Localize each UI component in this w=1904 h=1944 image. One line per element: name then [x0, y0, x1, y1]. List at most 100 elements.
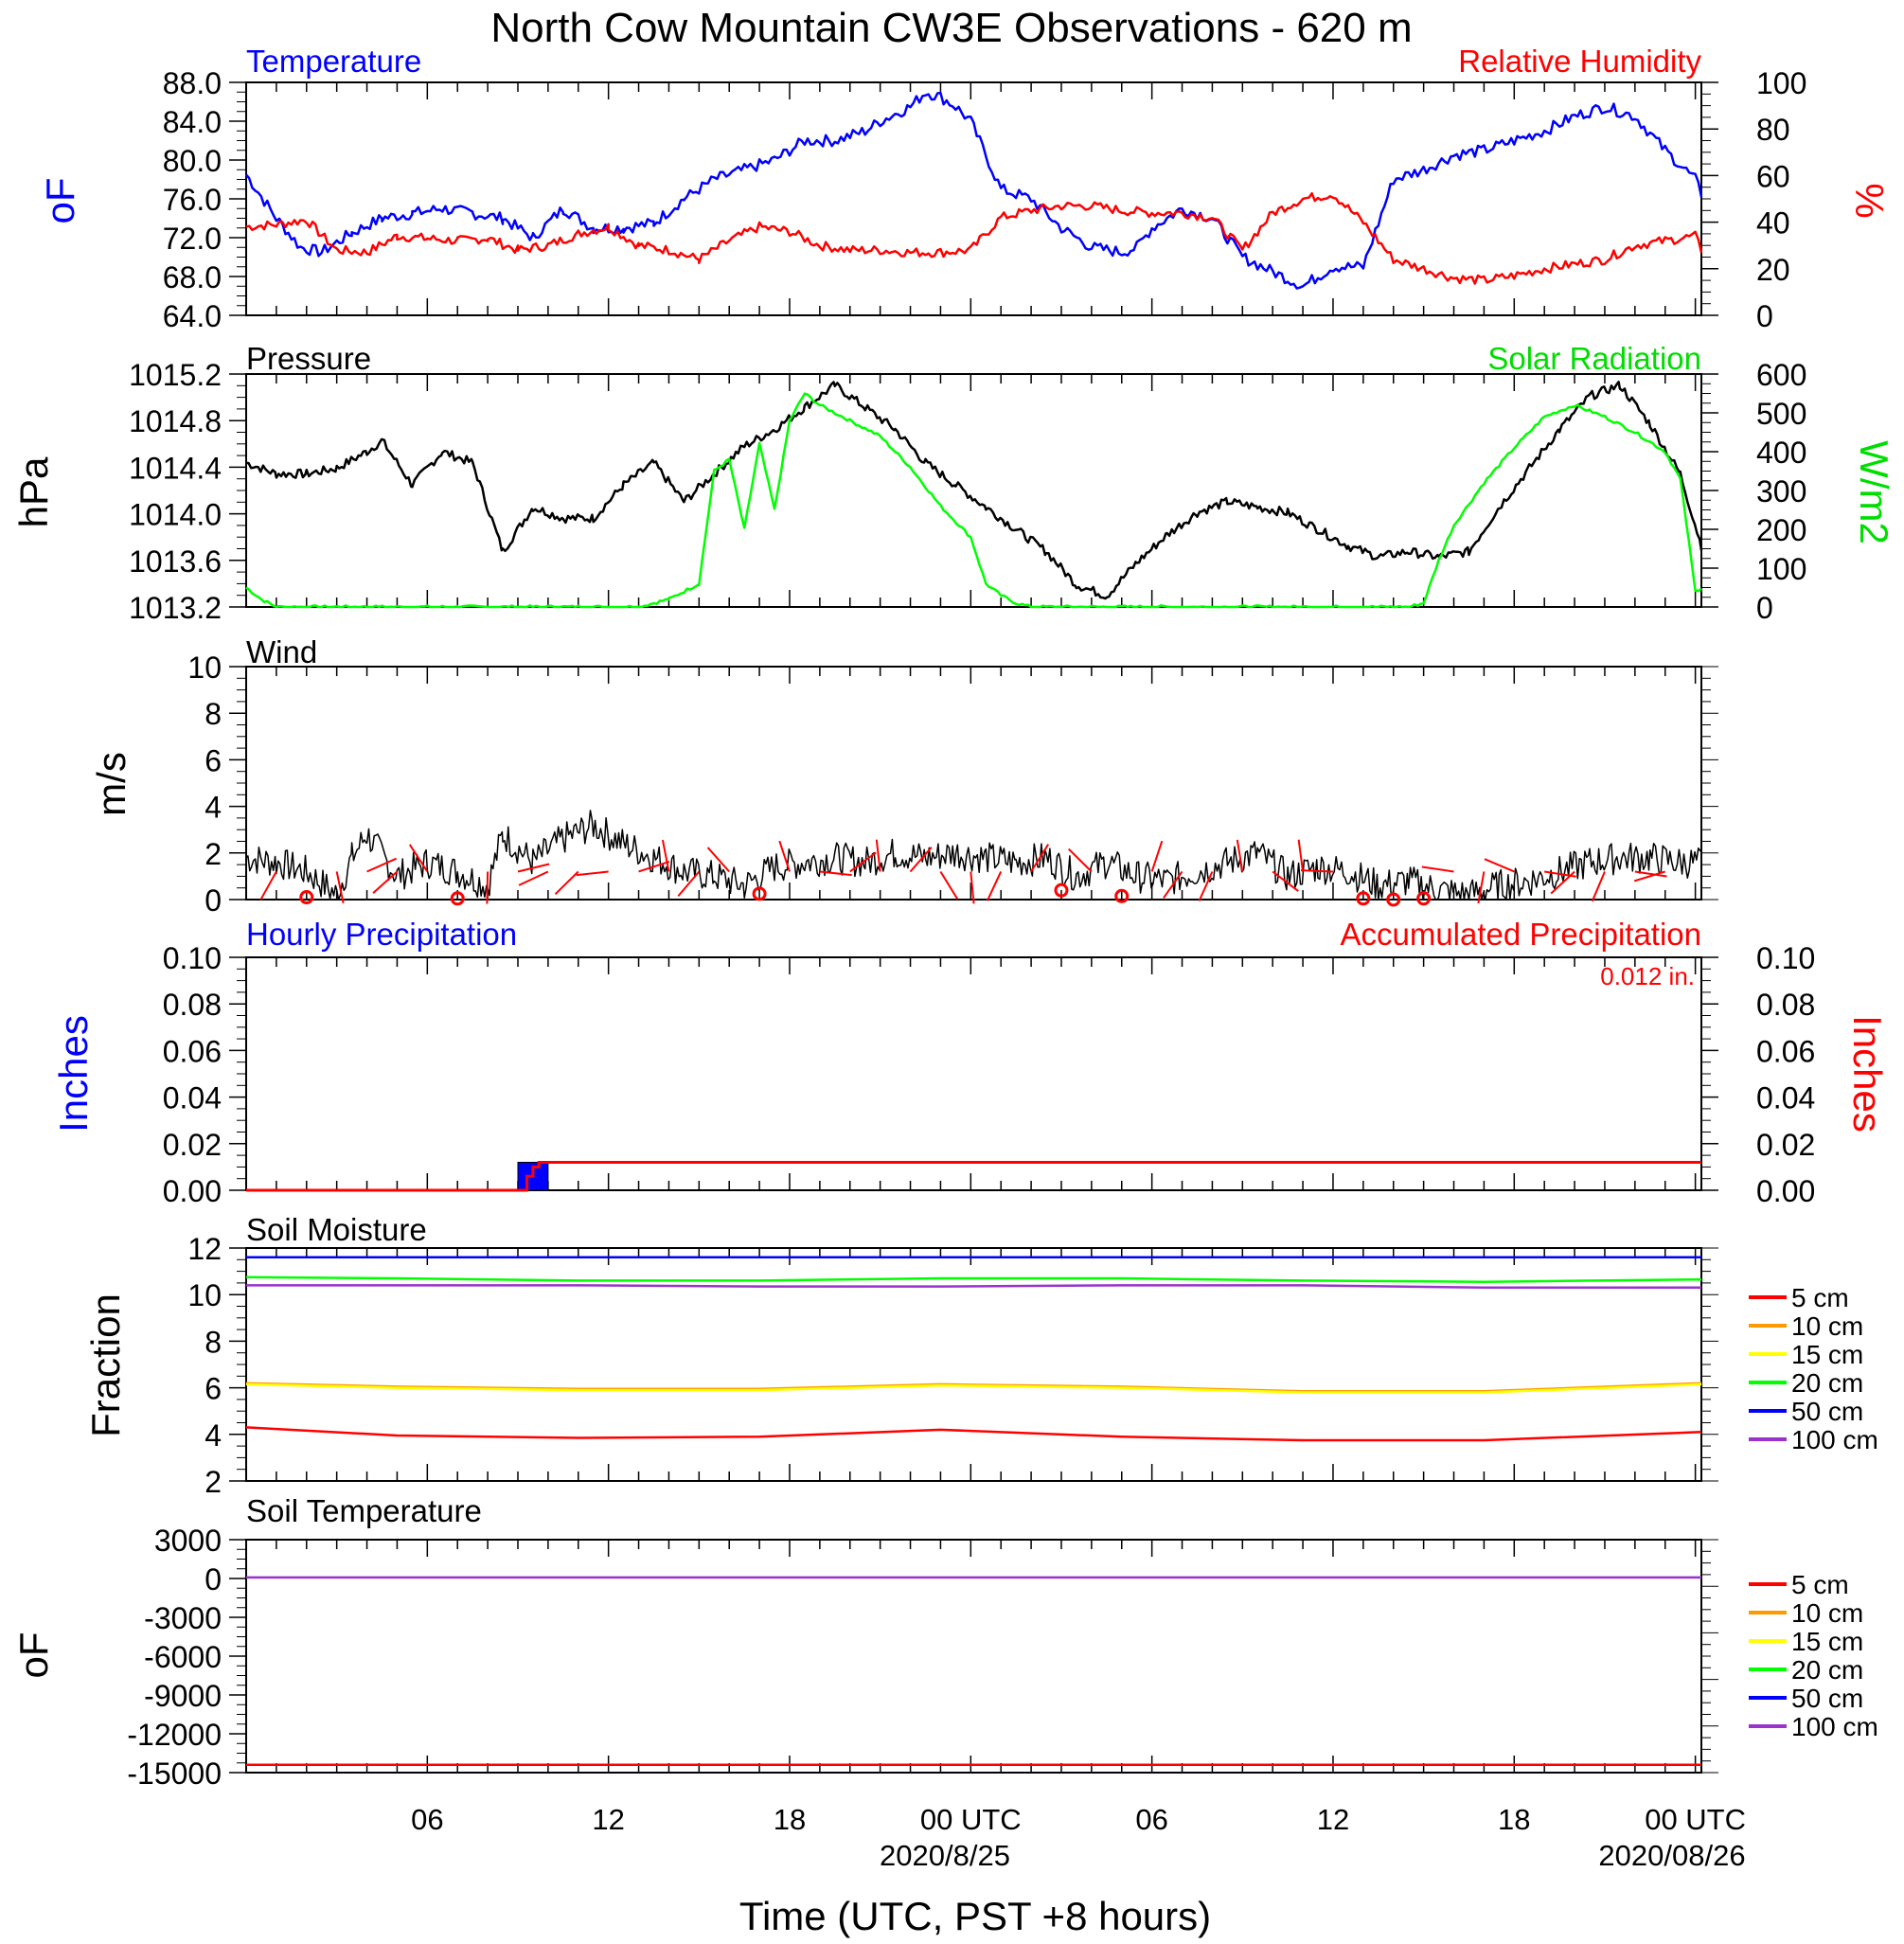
wind-barb: [986, 871, 1003, 901]
soil-temperature-label: Soil Temperature: [246, 1493, 482, 1528]
wind-barb: [366, 857, 398, 873]
y-tick-label-left: 1015.2: [129, 358, 222, 392]
y-tick-label-left: 1014.8: [129, 404, 222, 438]
wind-barb: [1163, 870, 1183, 899]
panel-soil-temperature: Soil Temperature: [246, 1493, 482, 1528]
wind-label: Wind: [246, 634, 317, 669]
wind-barb: [372, 870, 399, 894]
y-tick-label-left: -3000: [144, 1601, 222, 1635]
wind-barb: [939, 870, 959, 900]
y-tick-label-left: 1014.0: [129, 498, 222, 532]
soil-moisture-legend-label: 20 cm: [1791, 1368, 1863, 1398]
calm-wind-marker: [299, 890, 314, 905]
y-tick-label-left: 0.10: [163, 941, 222, 975]
wind-barb: [1300, 869, 1334, 873]
soil-moisture-legend-label: 15 cm: [1791, 1340, 1863, 1369]
panel-precipitation: Hourly Precipitation Accumulated Precipi…: [246, 917, 1701, 990]
y-tick-label-right: 80: [1756, 113, 1790, 147]
wind-barb: [638, 861, 670, 873]
y-tick-label-right: 500: [1756, 397, 1806, 431]
date-label-2: 2020/08/26: [1598, 1839, 1745, 1872]
panel-wind: Wind: [246, 634, 317, 669]
plot-frame-2: [245, 373, 1702, 608]
wind-barb: [1550, 870, 1575, 895]
y-tick-label-right: 40: [1756, 206, 1790, 241]
wind-barb: [661, 839, 670, 872]
wind-barb: [259, 870, 277, 901]
y-tick-label-right: 200: [1756, 513, 1806, 547]
y-tick-label-left: 68.0: [163, 260, 222, 294]
wind-barb: [1484, 858, 1515, 873]
y-tick-label-left: -15000: [127, 1757, 222, 1791]
solar-line: [245, 392, 1702, 609]
y-tick-label-left: 6: [205, 1372, 222, 1406]
y-tick-label-right: 0.00: [1756, 1174, 1815, 1208]
soil-temp-unit-label: oF: [11, 1632, 56, 1678]
y-tick-label-right: 0.04: [1756, 1081, 1815, 1115]
y-tick-label-left: -9000: [144, 1679, 222, 1713]
wind-barb: [1477, 871, 1486, 904]
calm-wind-marker: [450, 891, 465, 906]
soil-moisture-line-10cm: [245, 1382, 1702, 1393]
y-tick-label-right: 0.02: [1756, 1128, 1815, 1162]
wind-barb: [1591, 871, 1606, 902]
soil-moisture-line-20cm: [245, 1275, 1702, 1283]
soil-temp-legend-label: 10 cm: [1791, 1598, 1863, 1628]
solar-unit-label: W/m2: [1852, 440, 1896, 544]
humidity-line: [245, 191, 1703, 285]
calm-wind-marker: [752, 886, 767, 901]
calm-wind-marker: [1054, 883, 1069, 898]
wind-unit-label: m/s: [89, 752, 133, 816]
y-tick-label-left: 0.08: [163, 988, 222, 1022]
wind-barb: [1272, 870, 1299, 892]
y-tick-label-left: -6000: [144, 1640, 222, 1674]
solar-label: Solar Radiation: [1487, 341, 1701, 376]
x-tick-label: 06: [411, 1803, 443, 1836]
soil-temp-legend-label: 100 cm: [1791, 1712, 1878, 1741]
x-tick-label: 12: [1317, 1803, 1349, 1836]
y-tick-label-right: 20: [1756, 253, 1790, 287]
wind-barb: [1067, 847, 1093, 873]
y-tick-label-left: 76.0: [163, 183, 222, 217]
y-tick-label-left: 1013.2: [129, 591, 222, 625]
y-tick-label-left: 1014.4: [129, 451, 222, 485]
precip-right-unit-label: Inches: [1845, 1015, 1890, 1133]
x-tick-label: 06: [1135, 1803, 1167, 1836]
pressure-label: Pressure: [246, 341, 371, 376]
wind-barb: [909, 847, 933, 873]
y-tick-label-left: 84.0: [163, 105, 222, 139]
y-tick-label-left: 2: [205, 1465, 222, 1499]
x-tick-label: 12: [592, 1803, 624, 1836]
soil-moisture-legend-label: 5 cm: [1791, 1283, 1849, 1312]
wind-barb: [554, 870, 579, 896]
wind-barb: [706, 847, 730, 873]
hourly-precip-label: Hourly Precipitation: [246, 917, 517, 952]
wind-barb: [408, 844, 429, 873]
y-tick-label-left: 4: [205, 1418, 222, 1453]
accumulated-precip-line: [246, 1161, 1701, 1192]
x-axis-label: Time (UTC, PST +8 hours): [739, 1894, 1211, 1938]
temperature-line: [245, 91, 1703, 290]
soil-moisture-line-15cm: [245, 1382, 1702, 1394]
wind-barb: [819, 870, 852, 877]
calm-wind-marker: [1356, 891, 1371, 906]
y-tick-label-left: 0.00: [163, 1174, 222, 1208]
date-label-1: 2020/8/25: [880, 1839, 1010, 1872]
pressure-unit-label: hPa: [11, 456, 56, 527]
y-tick-label-right: 0.06: [1756, 1034, 1815, 1068]
y-tick-label-left: 10: [187, 1278, 222, 1312]
panel-soil-moisture: Soil Moisture: [246, 1212, 427, 1247]
wind-barb: [778, 840, 791, 872]
wind-barb: [576, 870, 609, 877]
soil-moisture-line-100cm: [246, 1284, 1701, 1290]
soil-moisture-legend-label: 100 cm: [1791, 1425, 1878, 1454]
y-tick-label-left: 88.0: [163, 66, 222, 100]
y-tick-label-right: 0.08: [1756, 988, 1815, 1022]
plot-frame-3: [245, 666, 1702, 901]
temperature-label: Temperature: [246, 44, 421, 79]
y-tick-label-left: 3000: [154, 1524, 222, 1558]
calm-wind-marker: [1114, 888, 1130, 903]
y-tick-label-right: 0: [1756, 299, 1773, 333]
soil-temp-legend-label: 5 cm: [1791, 1570, 1849, 1599]
